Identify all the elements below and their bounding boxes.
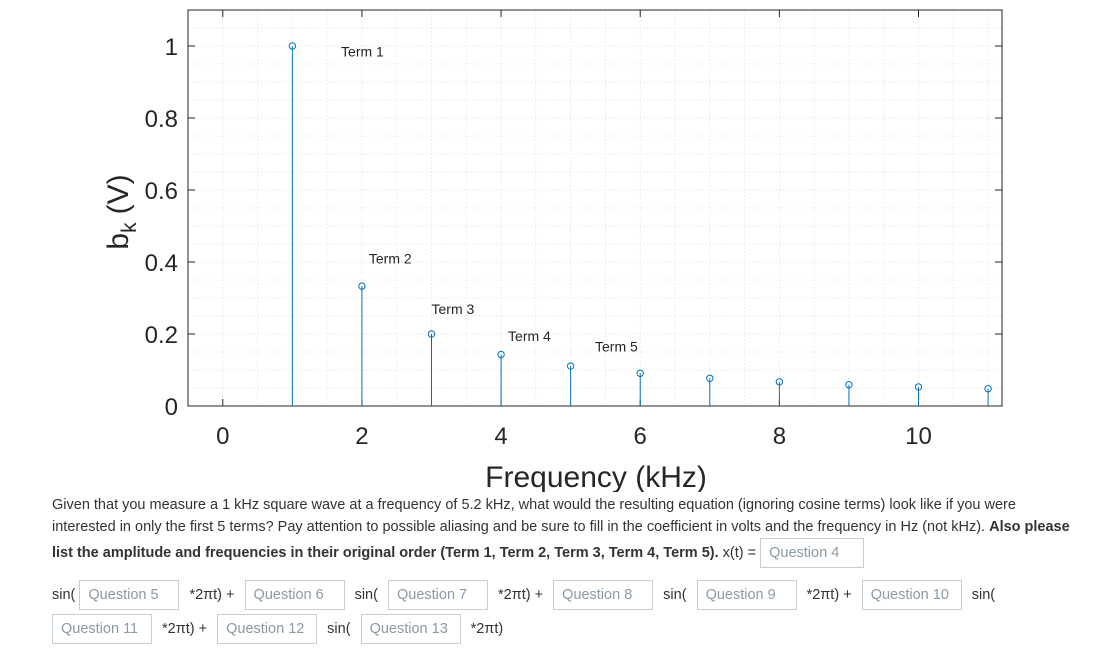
x-tick-label: 6 — [634, 423, 647, 450]
sin-label: sin( — [971, 587, 996, 603]
stem-chart: 0 2 4 6 8 10 0 0.2 0.4 0.6 0.8 1 Term 1 Term 2 Term 3… — [102, 9, 1003, 492]
stem-marker — [566, 362, 575, 370]
term-annotation: Term 3 — [432, 301, 475, 317]
stem-marker — [427, 330, 436, 338]
x-tick-label: 10 — [905, 423, 932, 450]
term-annotation: Term 1 — [341, 43, 384, 59]
stem-marker — [775, 378, 784, 386]
two-pi-t-label: *2πt) + — [498, 587, 544, 603]
stem-marker — [636, 369, 644, 377]
y-axis-label-main: b — [102, 233, 135, 250]
grid — [187, 9, 1002, 407]
x-tick-label: 2 — [355, 423, 368, 450]
answer-field-q10[interactable]: Question 10 — [861, 580, 962, 611]
y-tick-label: 0.8 — [145, 106, 178, 133]
term-annotation: Term 5 — [595, 339, 638, 355]
answer-field-q7[interactable]: Question 7 — [387, 580, 488, 611]
answer-field-q12[interactable]: Question 12 — [217, 614, 318, 645]
stem-marker — [358, 282, 366, 290]
answer-field-q9[interactable]: Question 9 — [696, 580, 797, 611]
annotations: Term 1 Term 2 Term 3 Term 4 Term 5 — [341, 43, 638, 354]
two-pi-t-label: *2πt) + — [162, 621, 208, 637]
axis-ticks: 0 2 4 6 8 10 0 0.2 0.4 0.6 0.8 1 — [145, 10, 1002, 450]
x-axis-label: Frequency (kHz) — [485, 461, 707, 492]
stem-marker — [288, 42, 297, 50]
y-axis-label-unit: (V) — [102, 174, 135, 214]
x-tick-label: 0 — [216, 423, 229, 450]
sin-label: sin( — [354, 587, 378, 603]
x-tick-label: 4 — [494, 423, 507, 450]
equation-row: sin( Question 5 *2πt) + Question 6 sin( … — [52, 578, 1082, 646]
stem-marker — [845, 381, 853, 389]
answer-field-q11[interactable]: Question 11 — [52, 614, 152, 645]
answer-field-q13[interactable]: Question 13 — [360, 614, 461, 645]
two-pi-t-label: *2πt) + — [189, 587, 235, 603]
y-tick-label: 0.2 — [145, 322, 178, 349]
term-annotation: Term 4 — [508, 328, 551, 344]
y-tick-label: 1 — [165, 34, 178, 61]
answer-field-q4[interactable]: Question 4 — [760, 538, 865, 568]
answer-field-q5[interactable]: Question 5 — [79, 580, 180, 611]
question-emphasis: Also please list the amplitude and frequ… — [52, 519, 1070, 561]
y-tick-label: 0.6 — [145, 178, 178, 205]
question-body: Given that you measure a 1 kHz square wa… — [52, 497, 1016, 535]
answer-field-q6[interactable]: Question 6 — [244, 580, 345, 611]
stem-marker — [984, 385, 992, 393]
term-annotation: Term 2 — [369, 250, 412, 266]
two-pi-t-label: *2πt) + — [806, 587, 852, 603]
plot-area-frame — [187, 9, 1003, 407]
y-axis-label: bk (V) — [102, 174, 141, 249]
x-tick-label: 8 — [773, 423, 786, 450]
question-block: Given that you measure a 1 kHz square wa… — [52, 494, 1082, 646]
question-text: Given that you measure a 1 kHz square wa… — [52, 494, 1082, 568]
y-tick-label: 0.4 — [145, 250, 178, 277]
stems — [288, 42, 992, 406]
stem-marker — [914, 383, 923, 391]
equation-lead: x(t) = — [718, 544, 761, 561]
sin-label: sin( — [52, 587, 76, 603]
answer-field-q8[interactable]: Question 8 — [553, 580, 654, 611]
stem-marker — [497, 350, 505, 359]
y-tick-label: 0 — [165, 394, 178, 421]
y-axis-label-subscript: k — [118, 222, 141, 233]
sin-label: sin( — [663, 587, 687, 603]
two-pi-t-label-last: *2πt) — [470, 621, 504, 637]
sin-label: sin( — [327, 621, 351, 637]
stem-marker — [706, 374, 714, 382]
